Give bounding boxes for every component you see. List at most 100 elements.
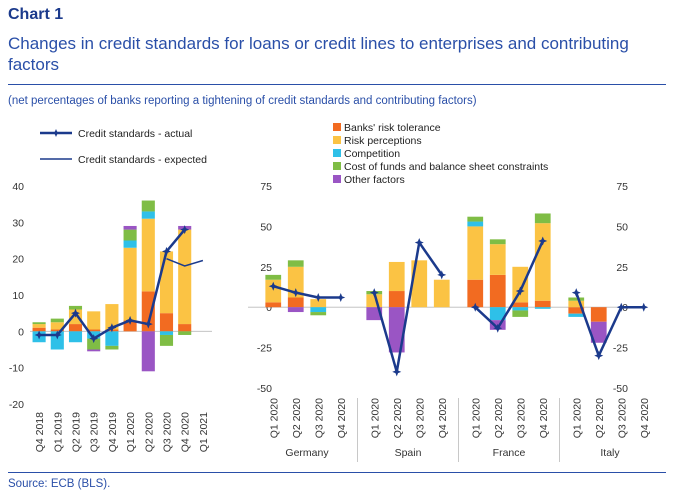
country-bar-cost_of_funds — [310, 312, 327, 316]
euro-bar-cost_of_funds — [178, 331, 192, 335]
country-marker-actual — [470, 302, 480, 312]
country-y-tick-right: 25 — [616, 262, 628, 274]
euro-bar-risk_perceptions — [50, 322, 64, 330]
country-x-tick: Q2 2020 — [291, 398, 303, 438]
country-bar-competition — [467, 221, 484, 227]
euro-marker-actual — [162, 246, 171, 256]
country-x-tick: Q3 2020 — [616, 398, 628, 438]
euro-bar-cost_of_funds — [141, 200, 155, 212]
country-y-tick-left: 50 — [260, 221, 272, 233]
country-marker-actual — [392, 367, 402, 377]
country-bar-cost_of_funds — [489, 239, 506, 245]
euro-x-tick: Q4 2018 — [34, 412, 46, 452]
euro-bar-risk_tolerance — [50, 329, 64, 332]
country-bar-risk_perceptions — [310, 299, 327, 308]
country-x-tick: Q1 2020 — [369, 398, 381, 438]
country-group-label: Italy — [600, 447, 620, 459]
country-bar-risk_perceptions — [512, 266, 529, 303]
country-marker-actual — [268, 281, 278, 291]
country-x-tick: Q4 2020 — [639, 398, 651, 438]
country-x-tick: Q4 2020 — [538, 398, 550, 438]
euro-bar-other_factors — [141, 331, 155, 372]
euro-bar-cost_of_funds — [87, 338, 101, 350]
euro-bar-cost_of_funds — [50, 318, 64, 323]
country-x-tick: Q1 2020 — [571, 398, 583, 438]
country-marker-actual — [594, 351, 604, 361]
legend-swatch-risk_tolerance — [333, 123, 341, 131]
country-y-tick-left: 0 — [266, 302, 272, 314]
country-bar-other_factors — [287, 307, 304, 313]
country-bar-competition — [310, 307, 327, 313]
euro-x-tick: Q1 2019 — [52, 412, 64, 452]
euro-marker-actual — [52, 330, 62, 340]
country-x-tick: Q3 2020 — [313, 398, 325, 438]
country-bar-cost_of_funds — [568, 297, 585, 301]
country-marker-actual — [616, 302, 626, 312]
legend-marker-actual — [52, 129, 60, 137]
country-bar-risk_tolerance — [265, 302, 282, 308]
euro-bar-risk_perceptions — [123, 247, 137, 321]
country-marker-actual — [571, 288, 581, 298]
title-rule-top — [8, 84, 666, 85]
legend-label-risk_perceptions: Risk perceptions — [344, 135, 422, 147]
country-bar-risk_perceptions — [534, 223, 551, 301]
country-x-tick: Q3 2020 — [414, 398, 426, 438]
country-marker-actual — [515, 286, 525, 296]
country-y-tick-right: -25 — [613, 343, 628, 355]
country-x-tick: Q1 2020 — [268, 398, 280, 438]
country-bar-risk_tolerance — [512, 302, 529, 308]
country-bar-risk_perceptions — [388, 261, 405, 292]
country-marker-actual — [336, 293, 346, 303]
legend-label-competition: Competition — [344, 148, 400, 160]
country-x-tick: Q3 2020 — [515, 398, 527, 438]
euro-x-tick: Q3 2019 — [89, 412, 101, 452]
euro-bar-cost_of_funds — [68, 305, 83, 310]
country-bar-competition — [489, 307, 506, 321]
euro-bar-risk_tolerance — [178, 324, 192, 332]
country-bar-risk_perceptions — [433, 279, 450, 308]
country-y-tick-left: -50 — [257, 383, 272, 395]
euro-bar-risk_tolerance — [87, 329, 101, 332]
country-marker-actual — [639, 302, 649, 312]
country-marker-actual — [493, 323, 503, 333]
country-bar-risk_tolerance — [534, 300, 551, 308]
country-y-tick-right: 75 — [616, 181, 628, 193]
euro-bar-competition — [105, 331, 119, 346]
legend-swatch-cost_of_funds — [333, 162, 341, 170]
euro-y-tick: 10 — [12, 290, 24, 302]
country-line-actual — [474, 240, 544, 331]
euro-y-tick: -10 — [9, 363, 24, 375]
country-bar-competition — [568, 313, 585, 317]
country-bar-risk_perceptions — [287, 266, 304, 298]
legend-label-cost_of_funds: Cost of funds and balance sheet constrai… — [344, 161, 548, 173]
euro-x-tick: Q2 2020 — [143, 412, 155, 452]
euro-marker-actual — [143, 319, 153, 329]
legend-swatch-risk_perceptions — [333, 136, 341, 144]
euro-bar-cost_of_funds — [32, 322, 46, 325]
country-bar-competition — [512, 307, 529, 311]
country-marker-actual — [313, 293, 323, 303]
euro-x-tick: Q3 2020 — [162, 412, 174, 452]
country-bar-other_factors — [388, 307, 405, 353]
euro-bar-risk_perceptions — [32, 324, 46, 328]
country-marker-actual — [538, 236, 548, 246]
country-y-tick-left: 75 — [260, 181, 272, 193]
chart-label: Chart 1 — [8, 6, 64, 23]
country-group-label: Spain — [395, 447, 422, 459]
country-marker-actual — [291, 288, 301, 298]
euro-x-tick: Q4 2019 — [107, 412, 119, 452]
country-x-tick: Q4 2020 — [336, 398, 348, 438]
euro-y-tick: 20 — [12, 254, 24, 266]
country-x-tick: Q2 2020 — [493, 398, 505, 438]
legend-label-risk_tolerance: Banks' risk tolerance — [344, 122, 441, 134]
euro-bar-risk_perceptions — [105, 304, 119, 330]
country-y-tick-left: 25 — [260, 262, 272, 274]
euro-y-tick: 0 — [18, 326, 24, 338]
euro-bar-risk_perceptions — [178, 229, 192, 325]
euro-bar-risk_tolerance — [141, 291, 155, 332]
euro-bar-cost_of_funds — [105, 345, 119, 350]
country-x-tick: Q4 2020 — [437, 398, 449, 438]
country-marker-actual — [414, 238, 424, 248]
